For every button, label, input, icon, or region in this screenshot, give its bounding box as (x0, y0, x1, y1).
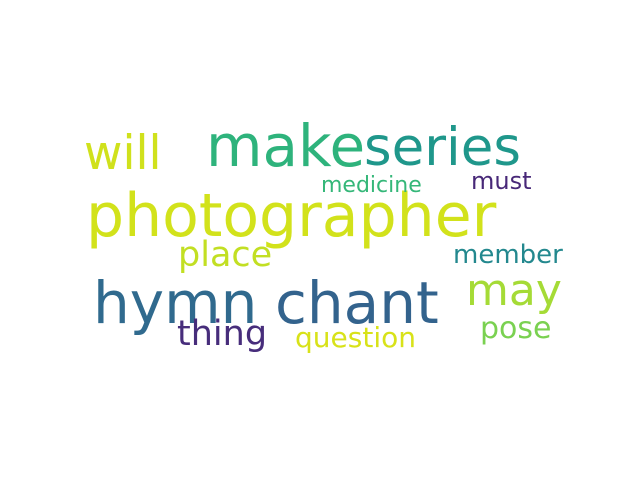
word-question: question (295, 321, 416, 354)
word-place: place (178, 235, 273, 275)
word-must: must (471, 167, 532, 195)
word-make: make (206, 112, 366, 180)
word-photographer: photographer (86, 181, 497, 251)
word-pose: pose (480, 311, 552, 346)
word-series: series (364, 117, 521, 178)
word-will: will (84, 126, 162, 181)
word-medicine: medicine (321, 173, 422, 198)
word-member: member (453, 240, 563, 270)
word-may: may (466, 265, 562, 316)
word-thing: thing (177, 314, 268, 354)
word-hymn: hymn (93, 269, 258, 337)
word-chant: chant (275, 269, 439, 337)
